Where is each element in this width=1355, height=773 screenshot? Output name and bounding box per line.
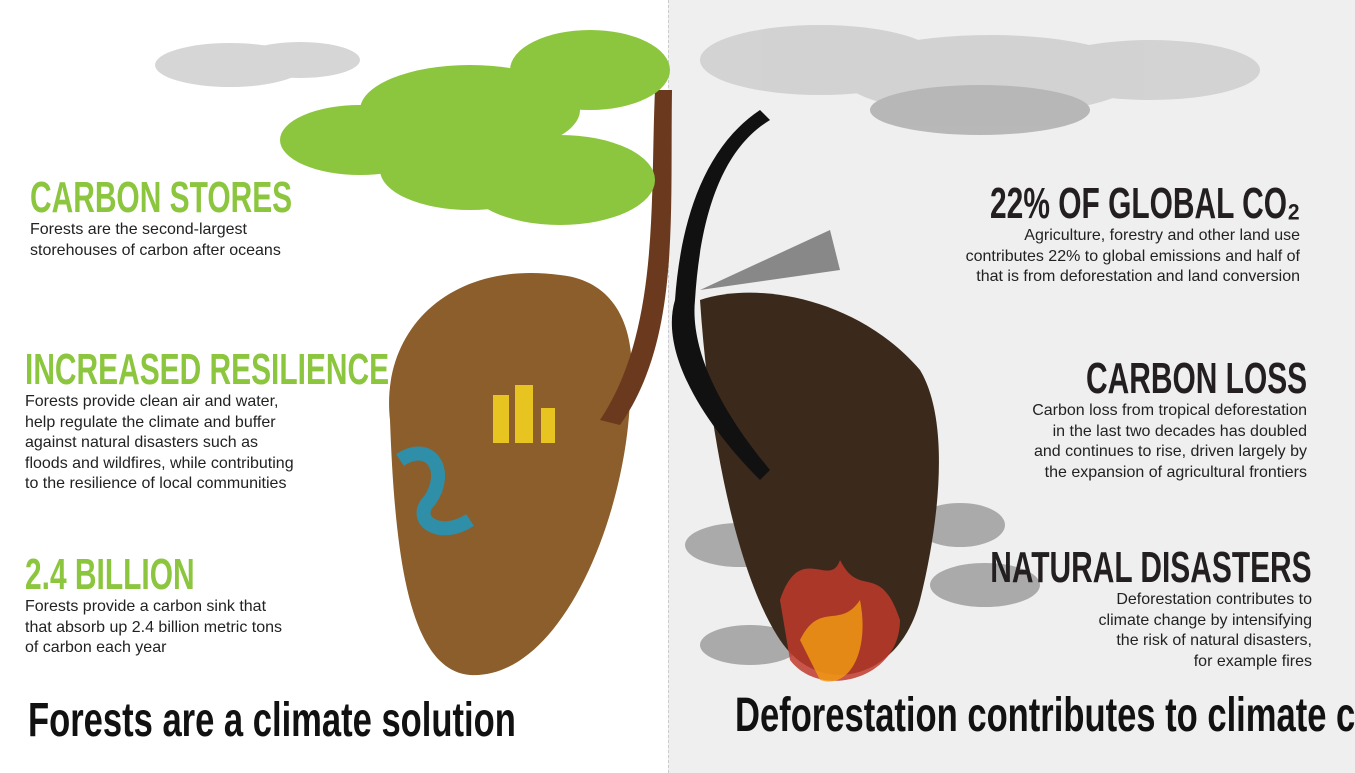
body-line: help regulate the climate and buffer <box>25 413 560 434</box>
body-line: the expansion of agricultural frontiers <box>982 463 1307 484</box>
section-title: CARBON LOSS <box>1086 357 1307 401</box>
section-title: 22% OF GLOBAL CO₂ <box>990 182 1300 226</box>
body-line: that absorb up 2.4 billion metric tons <box>25 618 282 639</box>
body-line: of carbon each year <box>25 638 282 659</box>
section-title: 2.4 BILLION <box>25 553 195 597</box>
section-title: INCREASED RESILIENCE <box>25 348 389 392</box>
body-line: storehouses of carbon after oceans <box>30 241 415 262</box>
body-line: Carbon loss from tropical deforestation <box>982 401 1307 422</box>
body-line: Forests provide clean air and water, <box>25 392 560 413</box>
body-line: Forests are the second-largest <box>30 220 415 241</box>
body-line: contributes 22% to global emissions and … <box>844 247 1300 268</box>
body-line: in the last two decades has doubled <box>982 422 1307 443</box>
body-line: and continues to rise, driven largely by <box>982 442 1307 463</box>
body-line: Forests provide a carbon sink that <box>25 597 282 618</box>
footer: Deforestation contributes to climate cha… <box>735 688 1355 743</box>
body-line: Deforestation contributes to <box>839 590 1312 611</box>
body-line: Agriculture, forestry and other land use <box>844 226 1300 247</box>
footer: Forests are a climate solution <box>28 693 516 748</box>
body-line: climate change by intensifying <box>839 611 1312 632</box>
body-line: to the resilience of local communities <box>25 474 560 495</box>
infographic: CARBON STORESForests are the second-larg… <box>0 0 1355 773</box>
body-line: for example fires <box>839 652 1312 673</box>
body-line: floods and wildfires, while contributing <box>25 454 560 475</box>
body-line: against natural disasters such as <box>25 433 560 454</box>
section-title: CARBON STORES <box>30 176 292 220</box>
body-line: the risk of natural disasters, <box>839 631 1312 652</box>
body-line: that is from deforestation and land conv… <box>844 267 1300 288</box>
section-title: NATURAL DISASTERS <box>991 546 1312 590</box>
